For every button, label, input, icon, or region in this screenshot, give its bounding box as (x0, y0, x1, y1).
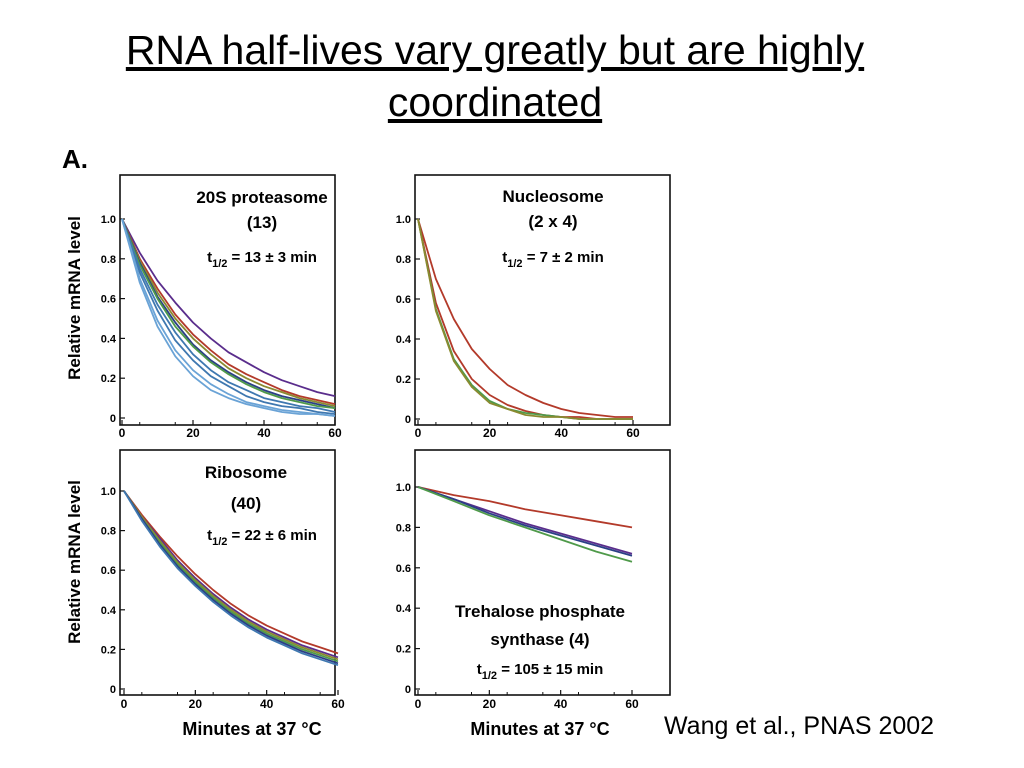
y-tick-label: 1.0 (396, 214, 411, 226)
x-tick-label: 0 (119, 426, 126, 440)
x-tick-label: 20 (483, 426, 497, 440)
x-tick-label: 60 (626, 426, 640, 440)
y-tick-label: 0.2 (101, 644, 116, 656)
x-tick-label: 60 (625, 697, 639, 711)
x-tick-label: 20 (189, 697, 203, 711)
x-tick-label: 60 (328, 426, 342, 440)
y-tick-label: 0 (405, 414, 411, 426)
x-tick-label: 60 (331, 697, 345, 711)
y-tick-label: 0.4 (396, 334, 412, 346)
y-tick-label: 0.4 (101, 333, 117, 345)
x-tick-label: 40 (260, 697, 274, 711)
y-tick-label: 1.0 (101, 486, 116, 498)
plot-frame (414, 174, 671, 426)
x-tick-label: 0 (415, 426, 422, 440)
panel-subtitle: (13) (247, 213, 277, 232)
y-tick-label: 1.0 (396, 482, 411, 494)
x-tick-label: 40 (555, 426, 569, 440)
x-axis-label-right: Minutes at 37 °C (470, 719, 609, 739)
panel-subtitle: (2 x 4) (528, 212, 577, 231)
x-tick-label: 40 (554, 697, 568, 711)
series-line (121, 218, 336, 409)
y-tick-label: 0.8 (101, 526, 116, 538)
panel-subtitle: (40) (231, 494, 261, 513)
series-line (121, 218, 336, 417)
chart-ribosome: 0 0.2 0.4 0.6 0.8 1.0 0 20 40 60 Ribosome (40) t1/2 … (101, 449, 345, 711)
series-line (121, 218, 336, 409)
x-tick-label: 20 (483, 697, 497, 711)
chart-trehalose-phosphate-synthase: 0 0.2 0.4 0.6 0.8 1.0 0 20 40 60 Trehalose phospha… (396, 449, 671, 711)
series-line (417, 486, 633, 529)
series-line (123, 490, 339, 667)
chart-20s-proteasome: 0 0.2 0.4 0.6 0.8 1.0 0 20 40 60 20S proteasome (13… (101, 174, 342, 440)
series-line (121, 218, 336, 397)
halflife-label: t1/2 = 13 ± 3 min (207, 249, 317, 270)
halflife-label: t1/2 = 22 ± 6 min (207, 527, 317, 548)
series-line (417, 486, 633, 557)
plot-frame (119, 449, 336, 696)
series-line (121, 218, 336, 405)
panel-title: Ribosome (205, 463, 287, 482)
series-line (121, 218, 336, 415)
y-tick-label: 0 (405, 684, 411, 696)
series-line (123, 490, 339, 663)
y-tick-label: 0.2 (101, 373, 116, 385)
halflife-label: t1/2 = 7 ± 2 min (502, 249, 603, 270)
panel-title: Trehalose phosphate (455, 602, 625, 621)
title-line-2: coordinated (387, 79, 603, 125)
series-line (417, 486, 633, 563)
x-tick-label: 20 (186, 426, 200, 440)
y-tick-label: 0.2 (396, 644, 411, 656)
series-line (417, 218, 633, 420)
y-axis-label-bottom: Relative mRNA level (65, 480, 84, 644)
series-line (123, 490, 339, 659)
panel-title: 20S proteasome (196, 188, 327, 207)
x-tick-label: 40 (257, 426, 271, 440)
series-line (417, 218, 633, 418)
series-line (123, 490, 339, 661)
y-tick-label: 0.6 (396, 563, 411, 575)
y-tick-label: 0.4 (396, 603, 412, 615)
series-line (121, 218, 336, 407)
y-axis-label-top: Relative mRNA level (65, 216, 84, 380)
panel-subtitle: synthase (4) (490, 630, 589, 649)
x-tick-label: 0 (415, 697, 422, 711)
halflife-label: t1/2 = 105 ± 15 min (477, 661, 604, 682)
y-tick-label: 0 (110, 684, 116, 696)
plot-frame (414, 449, 671, 696)
citation: Wang et al., PNAS 2002 (664, 712, 935, 740)
chart-nucleosome: 0 0.2 0.4 0.6 0.8 1.0 0 20 40 60 Nucleosome (2 x 4)… (396, 174, 671, 440)
series-line (123, 490, 339, 665)
y-tick-label: 0.2 (396, 374, 411, 386)
y-tick-label: 1.0 (101, 214, 116, 226)
series-line (121, 218, 336, 417)
x-axis-label-left: Minutes at 37 °C (182, 719, 321, 739)
y-tick-label: 0.8 (101, 254, 116, 266)
panel-letter: A. (62, 144, 88, 174)
y-tick-label: 0 (110, 413, 116, 425)
y-tick-label: 0.8 (396, 254, 411, 266)
y-tick-label: 0.4 (101, 605, 117, 617)
y-tick-label: 0.6 (101, 294, 116, 306)
series-line (123, 490, 339, 655)
y-tick-label: 0.6 (101, 565, 116, 577)
title-line-1: RNA half-lives vary greatly but are high… (125, 27, 865, 73)
panel-title: Nucleosome (502, 187, 603, 206)
y-tick-label: 0.8 (396, 522, 411, 534)
y-tick-label: 0.6 (396, 294, 411, 306)
series-line (121, 218, 336, 413)
x-tick-label: 0 (121, 697, 128, 711)
slide-title: RNA half-lives vary greatly but are high… (0, 24, 990, 128)
